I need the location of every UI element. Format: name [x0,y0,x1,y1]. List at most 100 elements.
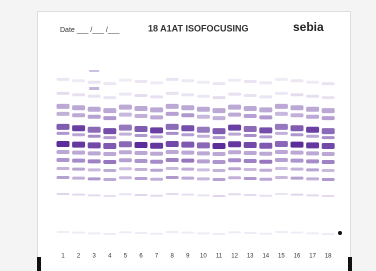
protein-band [197,95,210,98]
protein-band [244,134,257,137]
marker-right [348,257,352,271]
protein-band [119,158,132,162]
date-field: Date ___ /___ /___ [60,27,120,34]
protein-band [181,232,194,234]
protein-band [150,81,163,84]
protein-band [72,151,85,155]
protein-band [166,112,179,116]
protein-band [57,167,70,170]
protein-band [166,158,179,162]
protein-band [228,79,241,82]
protein-band [228,113,241,117]
protein-band [88,142,101,148]
protein-band [119,150,132,154]
protein-band [306,127,319,133]
protein-band [135,194,148,196]
protein-band [291,168,304,171]
protein-band [213,169,226,172]
protein-band [103,116,116,120]
protein-band [306,135,319,138]
protein-band [150,160,163,164]
protein-band [181,79,194,82]
protein-band [259,160,272,164]
protein-band [228,141,241,147]
protein-band [72,168,85,171]
protein-band [181,142,194,148]
protein-band [322,82,335,85]
protein-band [135,114,148,118]
protein-band [306,232,319,234]
protein-band [88,151,101,155]
protein-band [244,232,257,234]
protein-band [228,231,241,233]
protein-band [88,135,101,138]
protein-band [150,127,163,133]
protein-band [150,95,163,98]
protein-band [275,193,288,195]
protein-band [103,96,116,99]
protein-band [135,134,148,137]
protein-band [306,81,319,84]
protein-band [103,108,116,113]
protein-band [150,115,163,119]
protein-band [72,232,85,234]
protein-band [228,125,241,131]
protein-band [150,135,163,138]
protein-band [259,143,272,149]
protein-band [119,79,132,82]
protein-band [259,115,272,119]
protein-band [275,92,288,95]
protein-band [88,159,101,163]
protein-band [275,141,288,147]
protein-band [213,136,226,139]
protein-band [119,113,132,117]
protein-band [213,178,226,181]
lane-number: 15 [278,254,285,260]
protein-band [135,168,148,171]
protein-band [291,177,304,180]
protein-band [166,150,179,154]
protein-band [150,152,163,156]
protein-band [72,177,85,180]
protein-band [57,158,70,162]
protein-band [228,93,241,96]
protein-band [150,233,163,235]
protein-band [322,108,335,113]
protein-band [322,96,335,99]
lane-number: 17 [309,254,316,260]
protein-band [166,132,179,135]
protein-band [197,168,210,171]
protein-band [119,231,132,233]
protein-band [135,80,148,83]
protein-band [103,136,116,139]
protein-band [103,160,116,164]
protein-band [166,231,179,233]
protein-band [213,82,226,85]
protein-band [275,176,288,179]
protein-band [103,143,116,149]
protein-band [135,106,148,111]
protein-band [119,105,132,110]
protein-band [213,160,226,164]
protein-band [197,127,210,133]
protein-band [197,232,210,234]
protein-band [275,167,288,170]
protein-band [228,158,241,162]
protein-band [244,142,257,148]
protein-band [244,168,257,171]
protein-band [181,159,194,163]
protein-band [103,178,116,181]
protein-band [306,168,319,171]
protein-band [244,80,257,83]
protein-band [322,178,335,181]
protein-band [88,232,101,234]
lane-number: 11 [216,254,223,260]
protein-band [150,178,163,181]
protein-band [166,193,179,195]
protein-band [89,70,99,72]
protein-band [291,113,304,117]
protein-band [103,169,116,172]
protein-band [88,168,101,171]
protein-band [150,195,163,197]
protein-band [119,176,132,179]
